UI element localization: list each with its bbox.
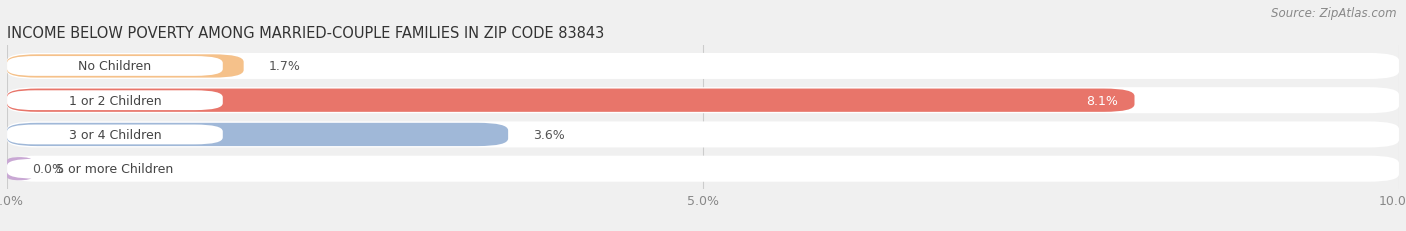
FancyBboxPatch shape (7, 91, 222, 111)
FancyBboxPatch shape (7, 125, 222, 145)
FancyBboxPatch shape (7, 156, 1399, 182)
FancyBboxPatch shape (7, 57, 222, 76)
Text: 1 or 2 Children: 1 or 2 Children (69, 94, 162, 107)
FancyBboxPatch shape (7, 159, 222, 179)
FancyBboxPatch shape (7, 55, 243, 78)
Text: INCOME BELOW POVERTY AMONG MARRIED-COUPLE FAMILIES IN ZIP CODE 83843: INCOME BELOW POVERTY AMONG MARRIED-COUPL… (7, 26, 605, 41)
Text: 0.0%: 0.0% (32, 162, 65, 175)
FancyBboxPatch shape (7, 123, 508, 146)
Text: 8.1%: 8.1% (1085, 94, 1118, 107)
Text: No Children: No Children (79, 60, 152, 73)
FancyBboxPatch shape (7, 122, 1399, 148)
FancyBboxPatch shape (7, 157, 32, 181)
FancyBboxPatch shape (7, 54, 1399, 80)
Text: Source: ZipAtlas.com: Source: ZipAtlas.com (1271, 7, 1396, 20)
FancyBboxPatch shape (7, 89, 1135, 112)
FancyBboxPatch shape (7, 88, 1399, 114)
Text: 3.6%: 3.6% (533, 128, 565, 141)
Text: 5 or more Children: 5 or more Children (56, 162, 173, 175)
Text: 3 or 4 Children: 3 or 4 Children (69, 128, 162, 141)
Text: 1.7%: 1.7% (269, 60, 301, 73)
